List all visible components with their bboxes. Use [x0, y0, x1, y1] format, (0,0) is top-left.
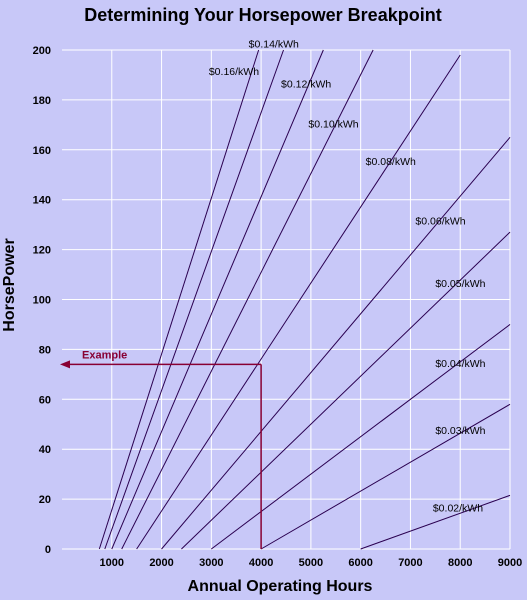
x-tick-label: 6000 [348, 557, 372, 569]
y-tick-label: 80 [39, 344, 51, 356]
series-label: $0.08/kWh [366, 156, 416, 168]
series-label: $0.05/kWh [435, 278, 485, 290]
x-tick-label: 4000 [249, 557, 273, 569]
y-tick-label: 120 [33, 245, 51, 257]
tick-labels: 1000 2000 3000 4000 5000 6000 7000 8000 9000 0 20 4… [33, 45, 523, 569]
series-labels: $0.02/kWh $0.03/kWh $0.04/kWh $0.05/kWh $0.0… [209, 39, 486, 515]
y-tick-label: 20 [39, 494, 51, 506]
x-axis-title: Annual Operating Hours [188, 578, 373, 595]
series-line [111, 49, 324, 550]
x-tick-label: 1000 [100, 557, 124, 569]
series-label: $0.06/kWh [415, 216, 465, 228]
y-tick-label: 200 [33, 45, 51, 57]
example-annotation: Example [60, 349, 262, 549]
y-tick-label: 60 [39, 394, 51, 406]
grid [62, 49, 511, 550]
x-tick-label: 3000 [199, 557, 223, 569]
x-tick-label: 8000 [448, 557, 472, 569]
series-label: $0.10/kWh [308, 118, 358, 130]
y-tick-label: 40 [39, 444, 51, 456]
series-line [260, 403, 511, 550]
series-line [121, 49, 374, 550]
y-axis-title: HorsePower [1, 238, 18, 331]
series-label: $0.03/kWh [435, 425, 485, 437]
x-tick-label: 2000 [149, 557, 173, 569]
y-tick-label: 0 [45, 544, 51, 556]
series-lines [98, 49, 511, 550]
y-tick-label: 180 [33, 95, 51, 107]
series-label: $0.12/kWh [281, 78, 331, 90]
series-label: $0.16/kWh [209, 66, 259, 78]
series-line [98, 49, 260, 550]
x-tick-label: 5000 [299, 557, 323, 569]
x-tick-label: 9000 [498, 557, 522, 569]
example-label: Example [82, 349, 127, 361]
series-line [136, 54, 461, 550]
series-line [104, 49, 284, 550]
y-tick-label: 140 [33, 195, 51, 207]
series-label: $0.02/kWh [433, 503, 483, 515]
y-tick-label: 160 [33, 145, 51, 157]
series-label: $0.04/kWh [435, 358, 485, 370]
chart-title: Determining Your Horsepower Breakpoint [84, 5, 441, 25]
series-line [181, 231, 511, 550]
series-line [161, 137, 511, 550]
y-tick-label: 100 [33, 295, 51, 307]
series-label: $0.14/kWh [249, 39, 299, 51]
series-line [360, 494, 511, 550]
example-arrow-icon [60, 360, 70, 369]
x-tick-label: 7000 [398, 557, 422, 569]
